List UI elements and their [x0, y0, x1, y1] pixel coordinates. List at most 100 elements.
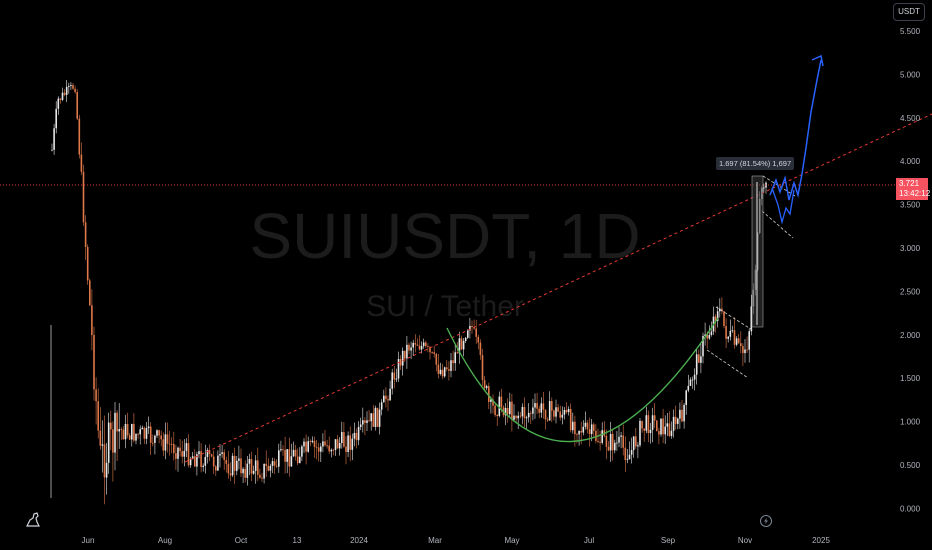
candle-body — [542, 403, 545, 410]
candle-body — [53, 128, 55, 150]
price-tick-label: 5.000 — [900, 70, 921, 79]
candle-body — [301, 446, 303, 457]
candle-body — [383, 395, 385, 403]
candle-body — [126, 423, 129, 436]
candle-body — [233, 455, 236, 471]
price-tick-label: 5.500 — [900, 27, 921, 36]
candle-body — [179, 447, 181, 452]
candle-body — [347, 435, 349, 452]
candle-body — [416, 344, 419, 346]
candle-body — [275, 465, 278, 467]
candle-body — [670, 430, 673, 436]
candle-body — [420, 346, 423, 350]
cup-curve[interactable] — [446, 317, 719, 443]
candle-body — [303, 441, 305, 447]
candle-body — [557, 407, 559, 412]
candle-body — [351, 438, 354, 450]
lightning-event-icon[interactable] — [760, 515, 772, 527]
time-tick-label: Oct — [235, 536, 248, 545]
candle-body — [611, 433, 614, 451]
candle-body — [173, 443, 175, 454]
candle-body — [551, 401, 553, 411]
candle-body — [630, 450, 633, 455]
candle-body — [704, 334, 706, 336]
candle-body — [141, 427, 144, 430]
candle-body — [328, 445, 330, 452]
candle-body — [181, 451, 183, 457]
candle-body — [693, 374, 696, 380]
candle-body — [536, 403, 538, 409]
candle-body — [63, 92, 66, 95]
candle-body — [410, 347, 412, 351]
candle-body — [89, 280, 91, 306]
flag-channel[interactable] — [706, 175, 796, 379]
candle-body — [521, 406, 524, 417]
candle-body — [162, 439, 165, 451]
candle-body — [284, 449, 286, 462]
candle-body — [454, 352, 456, 364]
candle-body — [622, 435, 624, 448]
candle-body — [139, 429, 141, 435]
candle-body — [504, 408, 507, 416]
candle-body — [217, 455, 219, 471]
candle-body — [80, 154, 83, 172]
time-tick-label: 2024 — [350, 536, 368, 545]
candle-body — [164, 434, 167, 451]
candle-body — [443, 367, 446, 377]
candle-body — [101, 444, 104, 446]
candle-body — [452, 360, 454, 364]
candle-body — [143, 427, 146, 439]
candle-body — [647, 415, 650, 434]
candle-body — [93, 335, 95, 390]
candle-body — [731, 330, 734, 332]
candle-body — [278, 450, 280, 467]
candle-body — [744, 349, 746, 354]
candle-body — [202, 465, 204, 467]
candle-body — [378, 409, 381, 427]
candle-body — [672, 416, 675, 431]
currency-button[interactable]: USDT — [893, 3, 925, 21]
tradingview-dino-icon[interactable] — [26, 512, 40, 527]
candle-body — [450, 360, 452, 371]
candle-body — [525, 417, 528, 419]
candle-body — [626, 459, 629, 461]
candle-body — [288, 449, 291, 467]
candle-body — [252, 470, 255, 474]
candle-body — [122, 429, 125, 440]
trendline[interactable] — [184, 113, 932, 463]
candle-body — [687, 385, 690, 391]
candle-body — [666, 423, 669, 427]
candle-body — [57, 98, 60, 109]
candle-body — [597, 440, 599, 442]
candle-body — [332, 449, 335, 451]
candle-body — [372, 413, 375, 427]
candle-body — [393, 372, 396, 380]
candle-body — [286, 449, 288, 462]
candle-body — [429, 346, 431, 353]
candle-body — [641, 420, 643, 429]
price-axis[interactable]: 5.500 5.000 4.500 4.000 3.500 3.000 2.500 2.000… — [900, 27, 921, 513]
candle-body — [481, 355, 484, 381]
candle-body — [599, 441, 601, 443]
candle-body — [662, 418, 664, 435]
candle-body — [513, 415, 515, 420]
candle-body — [460, 338, 463, 350]
price-tick-label: 4.500 — [900, 114, 921, 123]
price-tick-label: 0.500 — [900, 461, 921, 470]
candle-body — [710, 331, 713, 335]
price-tick-label: 1.500 — [900, 374, 921, 383]
projection-path[interactable] — [769, 59, 822, 201]
candle-body — [435, 353, 438, 365]
candle-body — [412, 342, 414, 348]
candle-body — [343, 432, 345, 447]
last-price-value: 3.721 — [899, 179, 920, 188]
candle-body — [681, 409, 683, 422]
time-axis[interactable]: Jun Aug Oct 13 2024 Mar May Jul Sep Nov 2025 — [82, 536, 831, 545]
candle-body — [477, 336, 480, 343]
candle-body — [546, 419, 549, 421]
candle-body — [733, 330, 736, 345]
candle-body — [84, 222, 87, 247]
candle-body — [194, 456, 196, 467]
candle-body — [748, 331, 750, 350]
